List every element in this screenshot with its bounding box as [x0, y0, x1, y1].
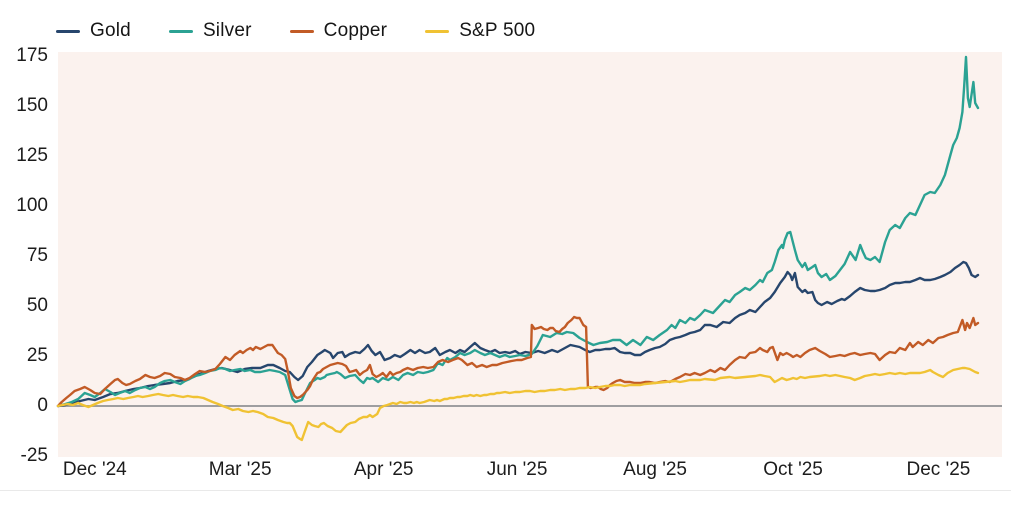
chart-legend: Gold Silver Copper S&P 500 [56, 20, 535, 42]
y-axis-tick-label: 25 [26, 345, 48, 366]
gold-line [56, 260, 980, 408]
legend-item-silver[interactable]: Silver [168, 20, 252, 42]
plot-area [58, 52, 1002, 457]
y-axis-tick-label: 75 [26, 245, 48, 266]
x-axis-tick-label: Apr '25 [353, 459, 414, 480]
x-axis-tick-label: Dec '24 [62, 459, 127, 480]
y-axis-tick-label: 0 [37, 395, 48, 416]
x-axis-tick-label: Jun '25 [486, 459, 548, 480]
legend-item-s-p-500[interactable]: S&P 500 [425, 20, 535, 42]
s-p-500-line [56, 366, 980, 442]
legend-swatch-silver [168, 29, 193, 33]
x-axis-tick-label: Oct '25 [763, 459, 823, 480]
copper-line [56, 315, 980, 408]
legend-label-silver: Silver [202, 20, 252, 41]
y-axis-tick-label: -25 [20, 445, 48, 466]
y-axis-tick-label: 50 [26, 295, 48, 316]
x-axis-tick-label: Aug '25 [623, 459, 687, 480]
y-axis-tick-label: 125 [16, 145, 48, 166]
y-axis-tick-label: 175 [16, 45, 48, 66]
legend-item-copper[interactable]: Copper [289, 20, 388, 42]
silver-line [56, 55, 980, 408]
y-axis-tick-label: 150 [16, 95, 48, 116]
y-axis-tick-label: 100 [16, 195, 48, 216]
legend-swatch-copper [289, 29, 314, 33]
legend-item-gold[interactable]: Gold [56, 20, 131, 42]
x-axis-tick-label: Dec '25 [906, 459, 971, 480]
legend-label-copper: Copper [323, 20, 388, 41]
x-axis-tick-label: Mar '25 [208, 459, 272, 480]
bottom-divider [0, 490, 1011, 491]
legend-swatch-s-p-500 [425, 29, 450, 33]
legend-label-s-p-500: S&P 500 [459, 20, 536, 41]
legend-label-gold: Gold [90, 20, 131, 41]
legend-swatch-gold [56, 29, 80, 33]
